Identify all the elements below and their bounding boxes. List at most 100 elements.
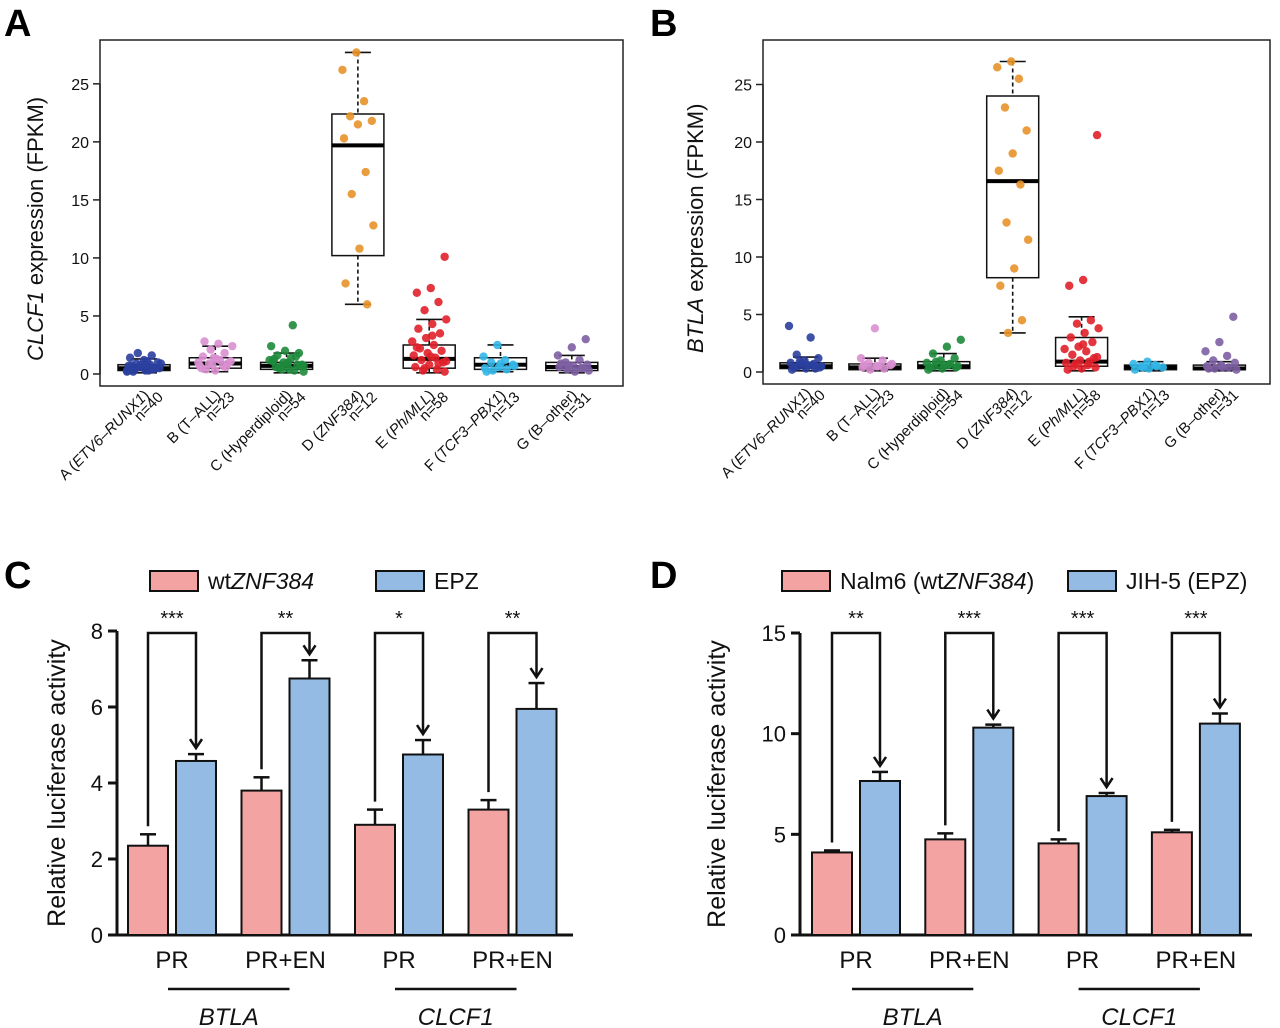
data-point	[1061, 358, 1071, 367]
data-point	[1130, 365, 1140, 374]
bar-series1	[127, 844, 169, 937]
data-point	[1092, 352, 1102, 362]
data-point	[429, 340, 439, 350]
data-point	[870, 324, 880, 333]
data-point	[214, 339, 223, 349]
group-label: BTLA	[199, 1004, 259, 1028]
bar-series1	[924, 838, 967, 936]
group-label: CLCF1	[1101, 1004, 1177, 1028]
category-label: PR+EN	[245, 947, 326, 974]
data-point	[1077, 364, 1086, 373]
data-point	[1230, 358, 1240, 367]
data-point	[136, 360, 146, 369]
data-point	[361, 167, 370, 177]
data-point	[442, 315, 451, 324]
data-point	[1082, 347, 1091, 356]
category-label: A (ETV6–RUNX1)	[718, 385, 815, 482]
y-tick-label: 0	[91, 923, 103, 948]
data-point	[797, 358, 806, 367]
data-point	[147, 351, 156, 360]
significance-label: **	[848, 608, 864, 630]
data-point	[1209, 356, 1218, 365]
data-point	[496, 359, 505, 368]
data-point	[288, 321, 297, 330]
data-point	[873, 362, 883, 371]
data-point	[355, 244, 364, 253]
data-point	[1003, 328, 1013, 338]
data-point	[144, 362, 153, 372]
y-tick-label: 10	[71, 251, 89, 268]
data-point	[208, 360, 217, 369]
category-label: PR	[839, 947, 872, 974]
data-point	[553, 351, 563, 360]
bracket-arrow	[1212, 697, 1227, 710]
data-point	[942, 342, 952, 351]
box	[331, 113, 385, 257]
y-tick-label: 2	[91, 847, 103, 872]
legend-swatch-series2	[375, 570, 425, 592]
y-tick-label: 25	[71, 77, 89, 94]
data-point	[1218, 363, 1227, 372]
data-point	[277, 365, 287, 374]
data-point	[426, 352, 435, 361]
y-tick-label: 10	[762, 722, 786, 747]
data-point	[440, 367, 449, 376]
data-point	[280, 346, 290, 355]
data-point	[581, 334, 590, 344]
data-point	[220, 348, 229, 358]
data-point	[556, 359, 566, 368]
bar-series2	[1198, 722, 1241, 936]
data-point	[856, 354, 866, 363]
y-tick-label: 15	[734, 193, 752, 210]
data-point	[956, 335, 965, 344]
data-point	[362, 300, 372, 309]
y-tick-label: 0	[774, 923, 786, 948]
bar-series2	[288, 677, 331, 936]
group-label: BTLA	[883, 1004, 943, 1028]
data-point	[1066, 333, 1075, 342]
data-point	[209, 353, 218, 362]
data-point	[564, 361, 573, 371]
data-point	[409, 351, 418, 360]
significance-label: **	[505, 608, 521, 630]
data-point	[198, 352, 208, 361]
data-point	[369, 221, 378, 230]
y-tick-label: 15	[762, 621, 786, 646]
data-point	[1085, 357, 1094, 366]
bar-series1	[467, 808, 510, 936]
data-point	[420, 363, 429, 373]
bar-series2	[972, 726, 1015, 936]
plot-frame	[762, 39, 1271, 385]
panel-label-b: B	[650, 3, 677, 45]
data-point	[1060, 344, 1069, 354]
box	[985, 95, 1040, 279]
chart-panel-b: 0 5 10 15 20 25 BTLA expression (FPKM) A (ETV6–…	[683, 39, 1271, 482]
data-point	[1022, 126, 1031, 135]
legend-label: JIH-5 (EPZ)	[1126, 568, 1247, 594]
data-point	[487, 358, 496, 367]
bar-series2	[859, 779, 901, 936]
data-point	[1017, 316, 1027, 325]
data-point	[1072, 319, 1082, 328]
data-point	[939, 360, 948, 370]
data-point	[437, 346, 446, 355]
significance-bracket	[830, 631, 882, 843]
data-point	[994, 166, 1003, 175]
category-label: PR+EN	[1156, 947, 1237, 974]
panel-label-d: D	[650, 555, 677, 597]
data-point	[928, 349, 938, 358]
data-point	[417, 355, 426, 365]
chart-panel-d: 0 5 10 15 Relative luciferase activity ** PR **…	[703, 568, 1252, 1028]
data-point	[1215, 337, 1224, 347]
significance-bracket	[373, 631, 425, 802]
data-point	[1210, 364, 1219, 373]
significance-bracket	[260, 631, 311, 770]
data-point	[1092, 130, 1102, 140]
data-point	[887, 359, 897, 369]
y-tick-label: 6	[91, 695, 103, 720]
data-point	[1143, 357, 1152, 366]
y-axis-label: CLCF1 expression (FPKM)	[23, 97, 48, 361]
data-point	[1063, 365, 1072, 374]
data-point	[1152, 362, 1161, 371]
